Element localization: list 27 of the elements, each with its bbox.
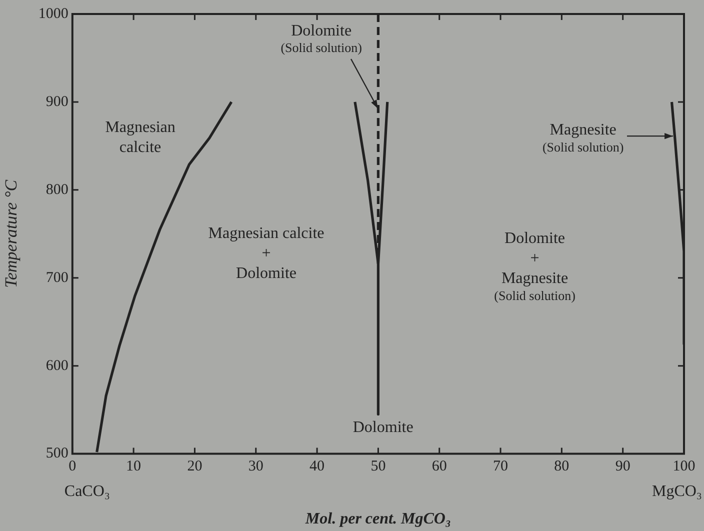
annotation: Dolomite + Magnesite (Solid solution) (494, 230, 576, 303)
y-tick-label: 500 (46, 446, 68, 462)
x-tick-label: 80 (554, 458, 570, 475)
x-tick-label: 0 (68, 458, 76, 475)
y-tick-label: 1000 (38, 6, 68, 22)
x-tick-label: 40 (310, 458, 325, 475)
x-tick-label: 90 (615, 458, 630, 475)
x-tick-label: 100 (672, 458, 696, 475)
y-tick-label: 800 (46, 182, 68, 198)
y-axis-title: Temperature °C (2, 179, 21, 288)
x-tick-label: 50 (370, 458, 386, 475)
y-tick-label: 700 (46, 270, 68, 286)
annotation: Magnesite (Solid solution) (542, 122, 624, 154)
text: CaCO₃ (64, 483, 110, 500)
text: MgCO₃ (652, 483, 702, 500)
annotation: Dolomite (352, 419, 414, 436)
y-tick-label: 600 (46, 358, 68, 374)
x-tick-label: 10 (126, 458, 142, 475)
annotation: Magnesian calcite (105, 119, 176, 156)
y-tick-label: 900 (46, 94, 68, 110)
x-tick-label: 20 (187, 458, 202, 475)
annotation: Dolomite (Solid solution) (280, 22, 362, 56)
x-tick-label: 70 (493, 458, 508, 475)
x-tick-label: 30 (248, 458, 264, 475)
x-axis-title: Mol. per cent. MgCO₃ (304, 510, 451, 528)
x-tick-label: 60 (432, 458, 447, 475)
annotation: Magnesian calcite + Dolomite (208, 224, 324, 282)
